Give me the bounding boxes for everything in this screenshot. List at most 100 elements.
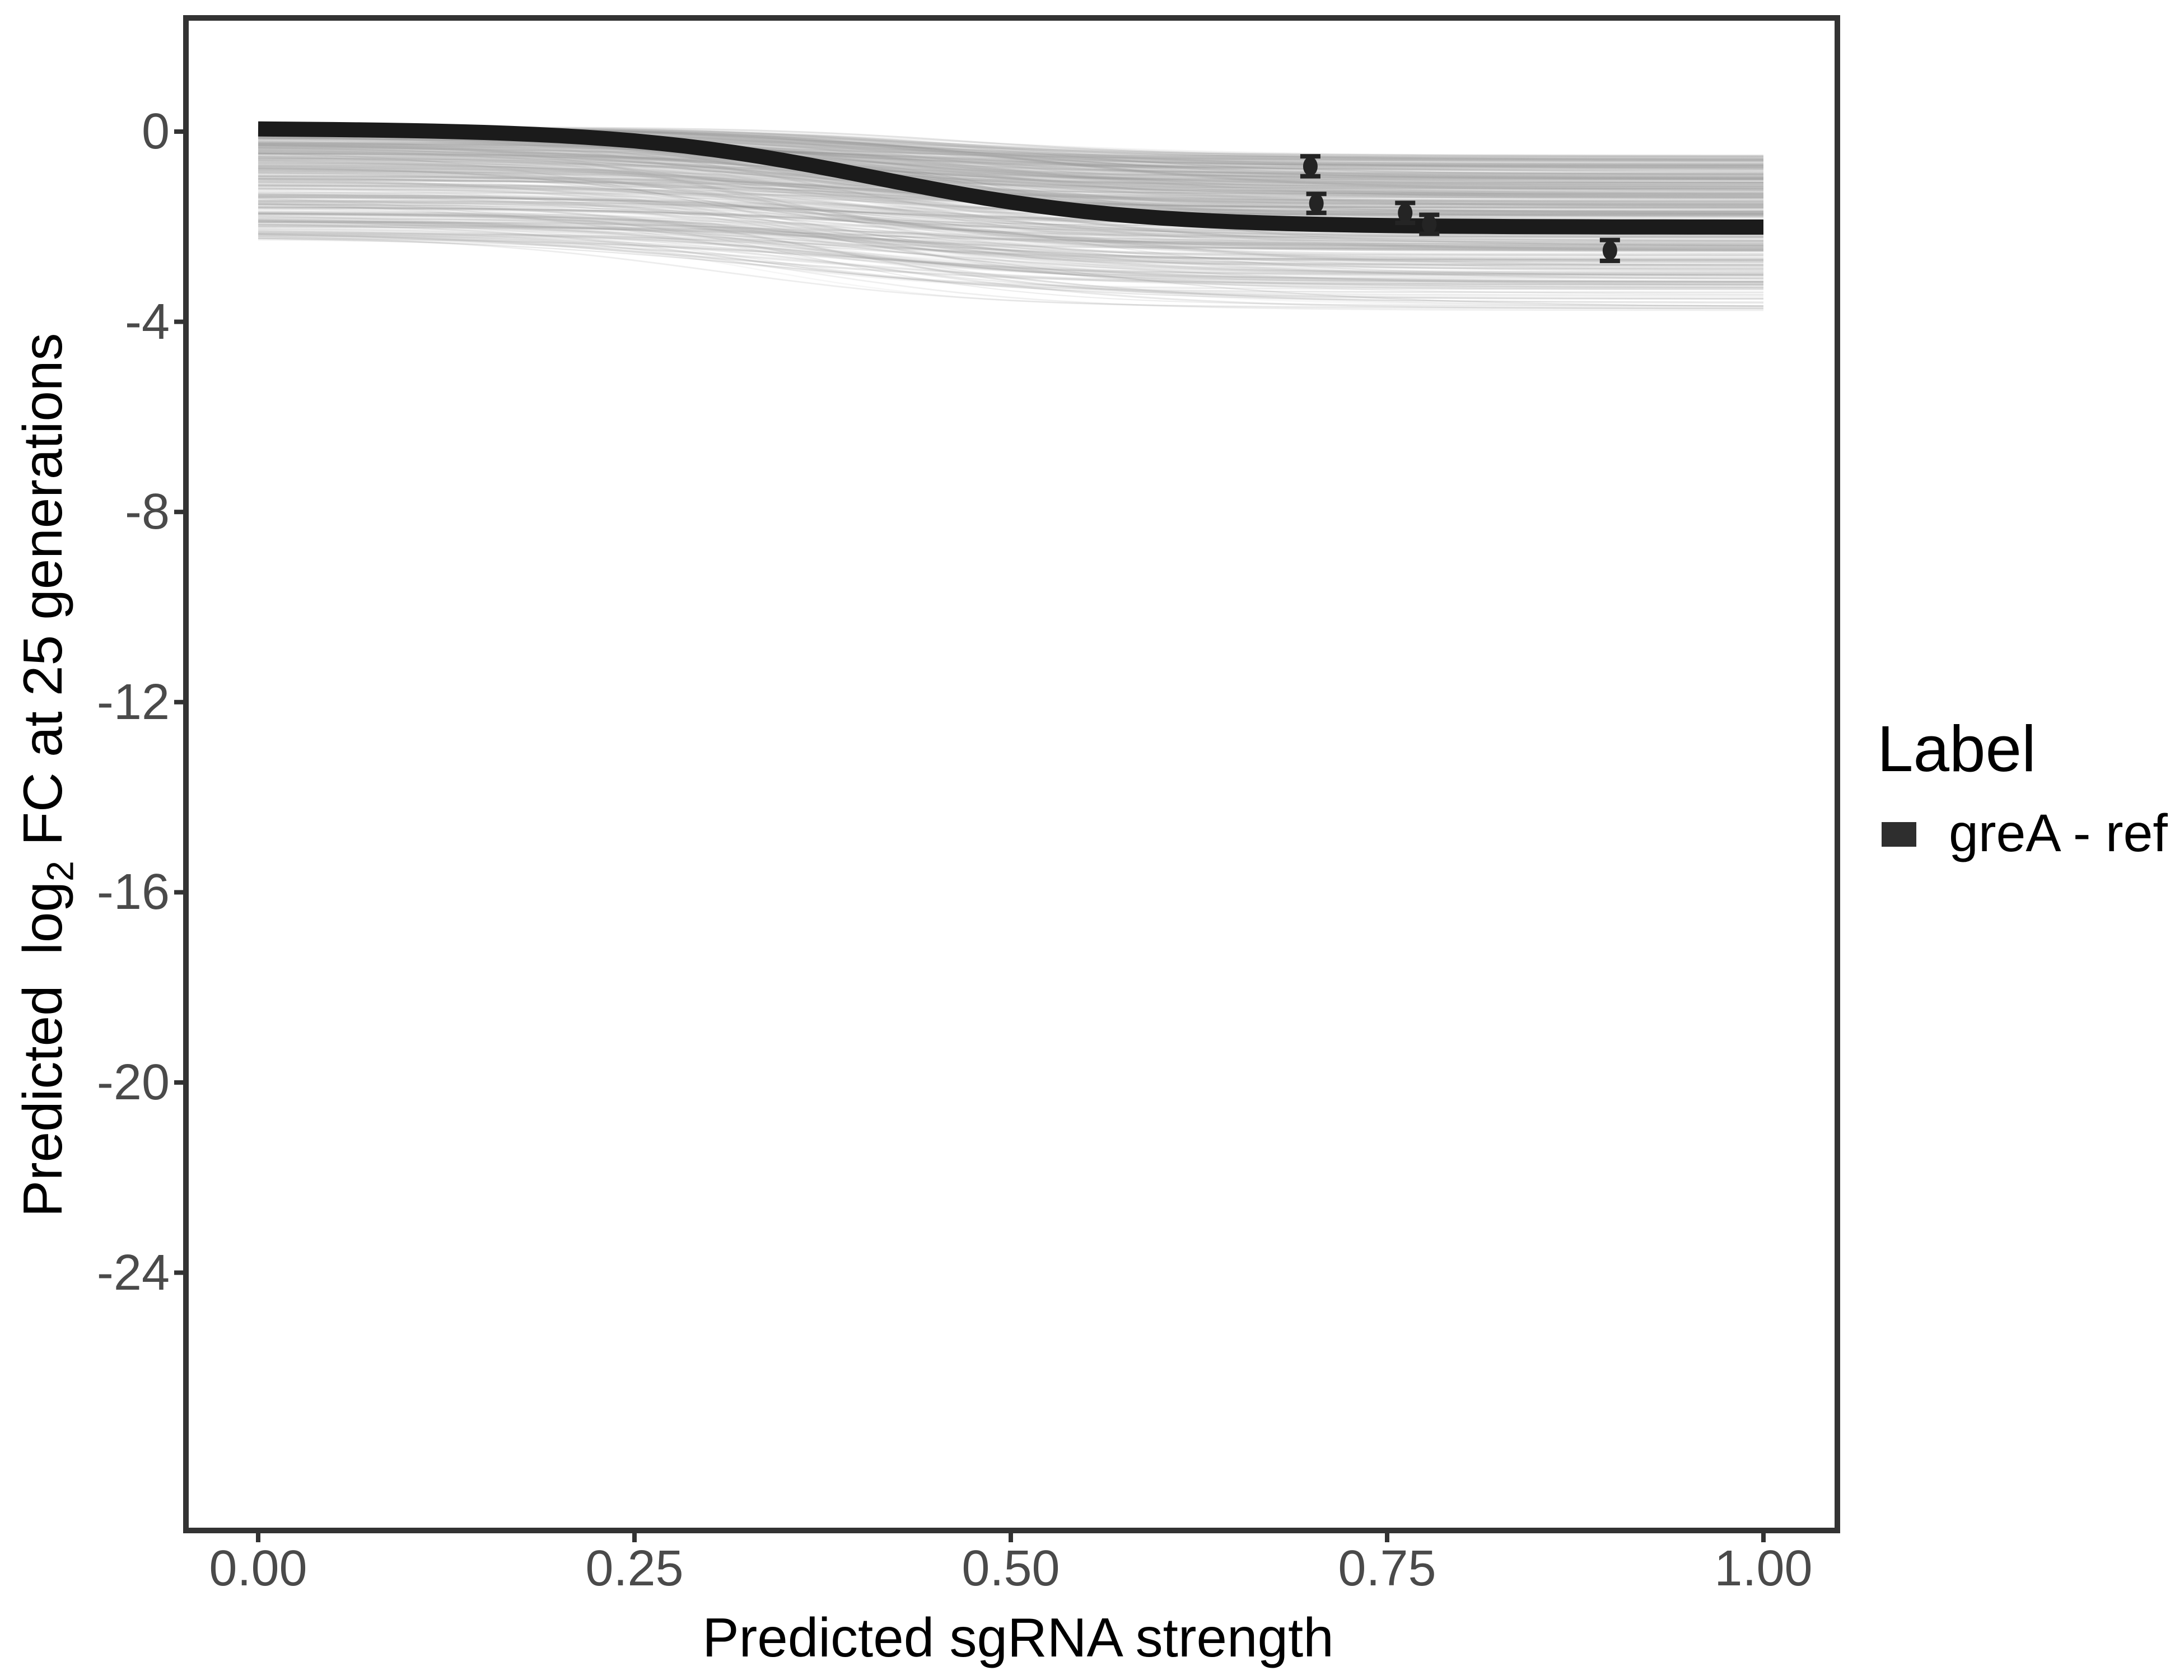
sample-curve — [258, 200, 1763, 250]
sample-curve — [258, 214, 1763, 278]
sample-curve — [258, 141, 1763, 167]
sample-curve — [258, 187, 1763, 236]
sample-curve — [258, 160, 1763, 186]
sample-curve — [258, 144, 1763, 202]
sample-curve — [258, 152, 1763, 261]
sample-curve — [258, 199, 1764, 246]
sample-curve — [258, 162, 1763, 216]
sample-curve — [258, 150, 1764, 194]
sample-curve — [258, 157, 1763, 198]
sample-curve — [258, 160, 1764, 189]
sample-curve — [258, 200, 1764, 250]
sample-curve — [258, 147, 1763, 193]
sample-curve — [258, 155, 1763, 251]
sample-curve — [258, 219, 1763, 246]
sample-curve — [258, 232, 1763, 279]
y-axis-title-subscript: 2 — [40, 861, 82, 882]
y-tick-label-2: -8 — [124, 484, 170, 540]
sample-curve — [258, 193, 1764, 238]
sample-curve — [258, 150, 1763, 188]
sample-curve — [258, 194, 1763, 256]
x-tick-label-3: 0.75 — [1338, 1541, 1436, 1597]
sample-curve — [258, 147, 1763, 185]
y-tick-label-1: -4 — [124, 294, 170, 350]
sample-curve — [258, 217, 1763, 250]
sample-curve — [258, 231, 1764, 269]
sample-curve — [258, 203, 1763, 263]
sample-curve — [258, 138, 1763, 183]
sample-curve — [258, 205, 1763, 267]
sample-curve — [258, 144, 1763, 185]
sample-curve — [258, 153, 1764, 207]
sample-curve — [258, 146, 1763, 245]
sample-curve — [258, 152, 1764, 195]
y-axis-title: Predicted log2 FC at 25 generations — [12, 333, 82, 1217]
sample-curve — [258, 147, 1764, 177]
sample-curve — [258, 197, 1763, 237]
sample-curve — [258, 175, 1763, 197]
sample-curve — [258, 237, 1764, 303]
sample-curve — [258, 147, 1764, 213]
sample-curve — [258, 141, 1763, 192]
sample-curve — [258, 165, 1764, 209]
y-tick-label-6: -24 — [96, 1245, 170, 1301]
sample-curve — [258, 149, 1763, 204]
sample-curve — [258, 139, 1763, 168]
sample-curve — [258, 167, 1764, 194]
sample-curve — [258, 195, 1763, 248]
sample-curve — [258, 150, 1763, 206]
sample-curve — [258, 231, 1763, 288]
sample-curve — [258, 234, 1764, 295]
sample-curve — [258, 158, 1763, 242]
sample-curve — [258, 232, 1764, 307]
sample-curve — [258, 155, 1764, 192]
sample-curve — [258, 149, 1763, 176]
sample-curve — [258, 141, 1763, 187]
sample-curve — [258, 143, 1764, 200]
sample-curve — [258, 230, 1764, 288]
sample-curve — [258, 193, 1764, 256]
sample-curve — [258, 133, 1764, 203]
sample-curve — [258, 203, 1763, 300]
sample-curve — [258, 143, 1763, 186]
legend-item-label: greA - ref — [1949, 804, 2168, 863]
sample-curve — [258, 206, 1764, 241]
y-tick-label-3: -12 — [96, 674, 170, 730]
sample-curve — [258, 213, 1763, 266]
sample-curve — [258, 223, 1764, 263]
sample-curve — [258, 184, 1764, 271]
sample-curve — [258, 202, 1764, 284]
sample-curve — [258, 143, 1763, 178]
sample-curve — [258, 165, 1763, 208]
ensemble-curves — [258, 126, 1764, 311]
sample-curve — [258, 207, 1764, 288]
sample-curve — [258, 218, 1763, 252]
sample-curve — [258, 150, 1763, 191]
y-axis-title-pre: Predicted log — [12, 881, 73, 1217]
fit-line — [258, 121, 1763, 235]
sample-curve — [258, 146, 1763, 181]
sample-curve — [258, 148, 1763, 167]
sample-curve — [258, 233, 1764, 260]
sample-curve — [258, 226, 1764, 272]
sample-curve — [258, 191, 1763, 246]
sample-curve — [258, 236, 1763, 309]
sample-curve — [258, 144, 1763, 166]
sample-curve — [258, 151, 1763, 184]
sample-curve — [258, 144, 1763, 202]
sample-curve — [258, 221, 1763, 242]
sample-curve — [258, 138, 1763, 170]
sample-curve — [258, 223, 1764, 277]
sample-curve — [258, 223, 1763, 293]
data-point-marker — [1398, 203, 1413, 223]
sample-curve — [258, 147, 1764, 198]
sample-curve — [258, 232, 1764, 278]
sample-curve — [258, 171, 1764, 212]
sample-curve — [258, 133, 1763, 188]
sample-curve — [258, 198, 1763, 282]
sample-curve — [258, 234, 1763, 296]
sample-curve — [258, 180, 1763, 207]
data-points — [1300, 154, 1620, 263]
sample-curve — [258, 141, 1764, 195]
sample-curve — [258, 213, 1763, 289]
